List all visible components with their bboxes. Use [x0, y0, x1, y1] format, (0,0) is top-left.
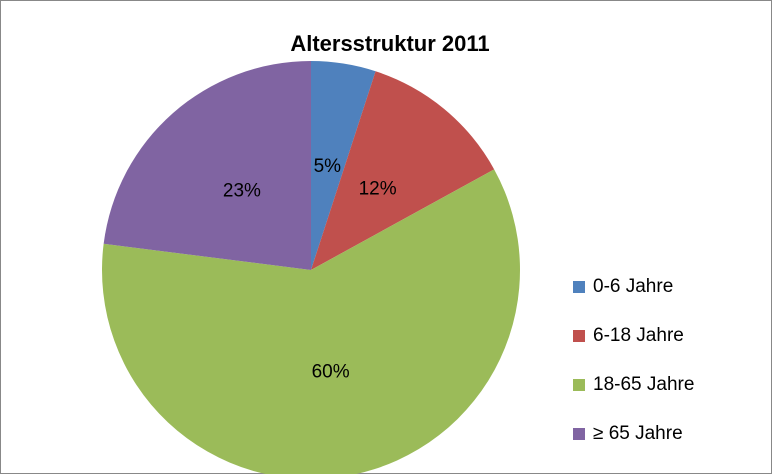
legend-label: 6-18 Jahre: [593, 325, 684, 346]
chart-title: Altersstruktur 2011: [290, 31, 489, 56]
legend-label: 0-6 Jahre: [593, 276, 673, 297]
pie-slice: [103, 61, 311, 270]
legend-label: ≥ 65 Jahre: [593, 423, 683, 444]
pie-slice: [311, 71, 495, 270]
legend-swatch: [573, 281, 585, 293]
pie-slice: [102, 169, 520, 474]
legend-swatch: [573, 428, 585, 440]
data-label: 23%: [223, 181, 261, 202]
data-label: 12%: [359, 178, 397, 199]
legend-swatch: [573, 330, 585, 342]
legend-swatch: [573, 379, 585, 391]
pie-slice: [311, 61, 376, 270]
legend-label: 18-65 Jahre: [593, 374, 694, 395]
data-label: 5%: [314, 156, 342, 177]
data-label: 60%: [312, 362, 350, 383]
